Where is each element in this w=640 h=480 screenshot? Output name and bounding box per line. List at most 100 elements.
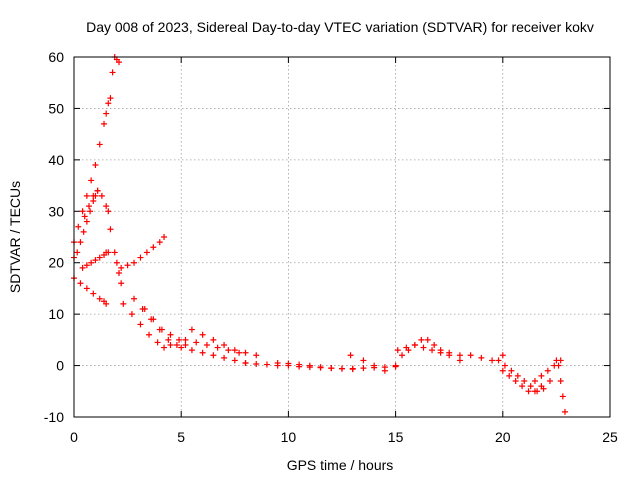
data-point	[111, 249, 118, 256]
data-point	[429, 347, 436, 354]
data-point	[231, 347, 238, 354]
data-point	[210, 352, 217, 359]
data-point	[154, 339, 161, 346]
data-point	[525, 388, 532, 395]
series-late-band-2	[499, 367, 545, 395]
data-point	[424, 336, 431, 343]
data-point	[141, 306, 148, 312]
data-point	[156, 239, 163, 246]
series-small-bumps	[347, 352, 388, 374]
data-point	[113, 259, 120, 266]
data-point	[107, 95, 114, 102]
data-point	[118, 280, 125, 287]
data-point	[90, 290, 97, 297]
data-point	[531, 378, 538, 384]
data-point	[182, 336, 189, 343]
series-isolated-points	[107, 226, 114, 233]
data-point	[94, 187, 101, 194]
data-point	[143, 249, 150, 256]
y-tick-label: 30	[48, 203, 64, 219]
data-point	[296, 361, 303, 368]
data-point	[105, 208, 112, 215]
data-point	[167, 331, 174, 338]
data-point	[456, 352, 463, 359]
data-point	[339, 365, 345, 372]
data-point	[360, 365, 367, 372]
data-point	[527, 383, 534, 390]
series-mid-18-19	[456, 352, 506, 364]
series-track-c-hump	[81, 187, 112, 220]
data-point	[519, 383, 526, 390]
data-point	[263, 361, 270, 368]
data-point	[103, 203, 110, 210]
data-point	[499, 367, 506, 374]
data-point	[96, 295, 103, 302]
data-point	[98, 192, 105, 199]
data-point	[83, 218, 90, 225]
data-point	[420, 344, 427, 351]
series-late-tail	[553, 357, 568, 415]
data-point	[150, 316, 157, 323]
data-point	[158, 326, 165, 333]
data-point	[328, 365, 335, 372]
data-point	[411, 342, 418, 348]
data-point	[90, 198, 97, 204]
y-tick-label: 10	[48, 306, 64, 322]
data-point	[514, 372, 521, 379]
data-point	[88, 259, 95, 266]
y-tick-label: -10	[44, 409, 64, 425]
data-point	[161, 344, 168, 351]
data-point	[79, 208, 86, 215]
data-point	[77, 239, 84, 246]
data-point	[81, 213, 88, 220]
data-point	[285, 360, 292, 367]
data-point	[103, 300, 110, 307]
data-point	[467, 352, 474, 359]
data-point	[501, 362, 508, 369]
data-point	[394, 347, 401, 354]
data-point	[167, 342, 174, 348]
data-point	[360, 357, 367, 364]
data-point	[559, 393, 566, 400]
data-point	[553, 357, 560, 364]
series-late-band-3	[531, 357, 564, 384]
data-point	[253, 361, 260, 368]
series-hump-15-17-b	[394, 342, 453, 359]
data-point	[347, 352, 354, 359]
data-point	[274, 360, 281, 366]
data-point	[96, 254, 103, 261]
data-point	[116, 59, 123, 66]
data-point	[210, 336, 217, 343]
data-point	[557, 378, 564, 384]
data-point	[79, 264, 86, 271]
data-point	[437, 349, 444, 356]
data-point	[506, 372, 513, 379]
data-point	[87, 208, 94, 215]
data-point	[538, 383, 545, 390]
data-point	[512, 378, 519, 384]
data-point	[161, 234, 168, 240]
data-point	[199, 349, 206, 356]
data-point	[92, 162, 99, 168]
data-point	[561, 408, 568, 415]
series-track-f-drop	[111, 249, 125, 287]
data-point	[173, 342, 180, 348]
series-track-e-low-decline	[71, 275, 110, 307]
data-point	[118, 264, 125, 271]
data-point	[137, 254, 144, 261]
plot-frame	[73, 56, 611, 418]
data-point	[96, 141, 103, 148]
series-mid-cluster-2	[182, 336, 243, 356]
data-point	[544, 367, 551, 374]
x-axis-label: GPS time / hours	[287, 457, 394, 473]
data-point	[521, 378, 528, 384]
data-point	[75, 223, 82, 230]
data-point	[225, 347, 232, 354]
x-tick-label: 20	[495, 429, 511, 445]
series-mid-cluster-3	[188, 326, 260, 359]
data-point	[555, 362, 562, 369]
data-point	[231, 357, 238, 364]
data-point	[499, 352, 506, 359]
data-point	[105, 100, 112, 107]
